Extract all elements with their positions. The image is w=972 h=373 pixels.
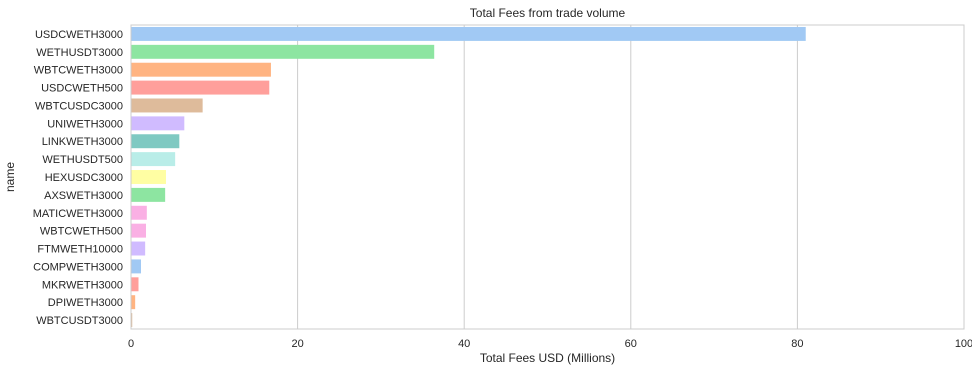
x-tick-label: 0 <box>128 338 134 350</box>
y-category-labels: USDCWETH3000 WETHUSDT3000 WBTCWETH3000 USDC… <box>33 29 123 327</box>
bar <box>131 313 133 328</box>
bar <box>131 259 141 274</box>
bar <box>131 62 271 77</box>
y-category-label: FTMWETH10000 <box>37 244 123 256</box>
x-tick-labels: 0 20 40 60 80 100 <box>128 338 972 350</box>
y-axis-label: name <box>3 162 17 192</box>
y-category-label: LINKWETH3000 <box>42 136 123 148</box>
bar <box>131 205 147 220</box>
bar <box>131 187 166 202</box>
x-tick-label: 80 <box>791 338 803 350</box>
bar <box>131 80 270 95</box>
y-category-label: DPIWETH3000 <box>48 297 123 309</box>
x-tick-label: 100 <box>955 338 972 350</box>
bar <box>131 116 185 131</box>
bars-group <box>131 26 806 328</box>
bar <box>131 134 180 149</box>
y-category-label: AXSWETH3000 <box>44 190 123 202</box>
x-tick-label: 40 <box>458 338 470 350</box>
plot-frame <box>130 24 965 330</box>
bar <box>131 98 203 113</box>
bar <box>131 223 146 238</box>
y-category-label: WBTCUSDC3000 <box>35 100 123 112</box>
y-category-label: USDCWETH3000 <box>35 29 123 41</box>
y-category-label: WBTCWETH500 <box>40 226 123 238</box>
y-category-label: COMPWETH3000 <box>33 261 123 273</box>
y-category-label: WBTCWETH3000 <box>34 65 123 77</box>
y-category-label: HEXUSDC3000 <box>45 172 123 184</box>
y-category-label: MKRWETH3000 <box>42 279 123 291</box>
x-tick-label: 20 <box>291 338 303 350</box>
bar <box>131 241 146 256</box>
bar <box>131 44 435 59</box>
y-category-label: UNIWETH3000 <box>47 118 123 130</box>
bar <box>131 277 139 292</box>
y-category-label: MATICWETH3000 <box>33 208 123 220</box>
bar <box>131 152 176 167</box>
y-category-label: WBTCUSDT3000 <box>36 315 123 327</box>
bar <box>131 295 136 310</box>
y-category-label: WETHUSDT3000 <box>36 47 123 59</box>
chart-title: Total Fees from trade volume <box>470 6 626 20</box>
x-tick-label: 60 <box>625 338 637 350</box>
x-axis-label: Total Fees USD (Millions) <box>480 351 615 365</box>
y-category-label: USDCWETH500 <box>41 83 123 95</box>
grid-lines <box>297 25 798 329</box>
bar <box>131 170 166 184</box>
y-category-label: WETHUSDT500 <box>42 154 123 166</box>
bar <box>131 26 806 41</box>
